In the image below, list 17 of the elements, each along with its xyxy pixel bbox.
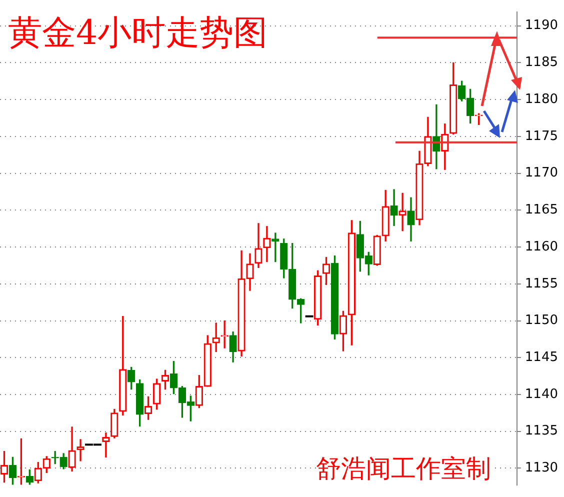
y-tick-label: 1170 xyxy=(524,166,558,181)
y-tick-label: 1150 xyxy=(524,313,558,328)
y-tick-label: 1180 xyxy=(524,92,558,107)
y-tick-label: 1190 xyxy=(524,18,558,34)
candlestick xyxy=(102,432,110,458)
y-tick-label: 1130 xyxy=(524,460,558,476)
y-tick-label: 1160 xyxy=(524,239,558,254)
y-tick-label: 1135 xyxy=(524,424,558,439)
y-tick-label: 1145 xyxy=(524,350,558,366)
candlestick xyxy=(398,192,406,232)
y-tick-label: 1175 xyxy=(524,128,558,144)
y-tick-label: 1140 xyxy=(524,386,558,402)
y-tick-label: 1165 xyxy=(524,202,558,218)
chart-title: 黄金4小时走势图 xyxy=(8,12,268,55)
y-tick-label: 1155 xyxy=(524,276,558,292)
y-tick-label: 1185 xyxy=(524,55,558,70)
annotation: 舒浩闻工作室制 xyxy=(316,452,491,485)
